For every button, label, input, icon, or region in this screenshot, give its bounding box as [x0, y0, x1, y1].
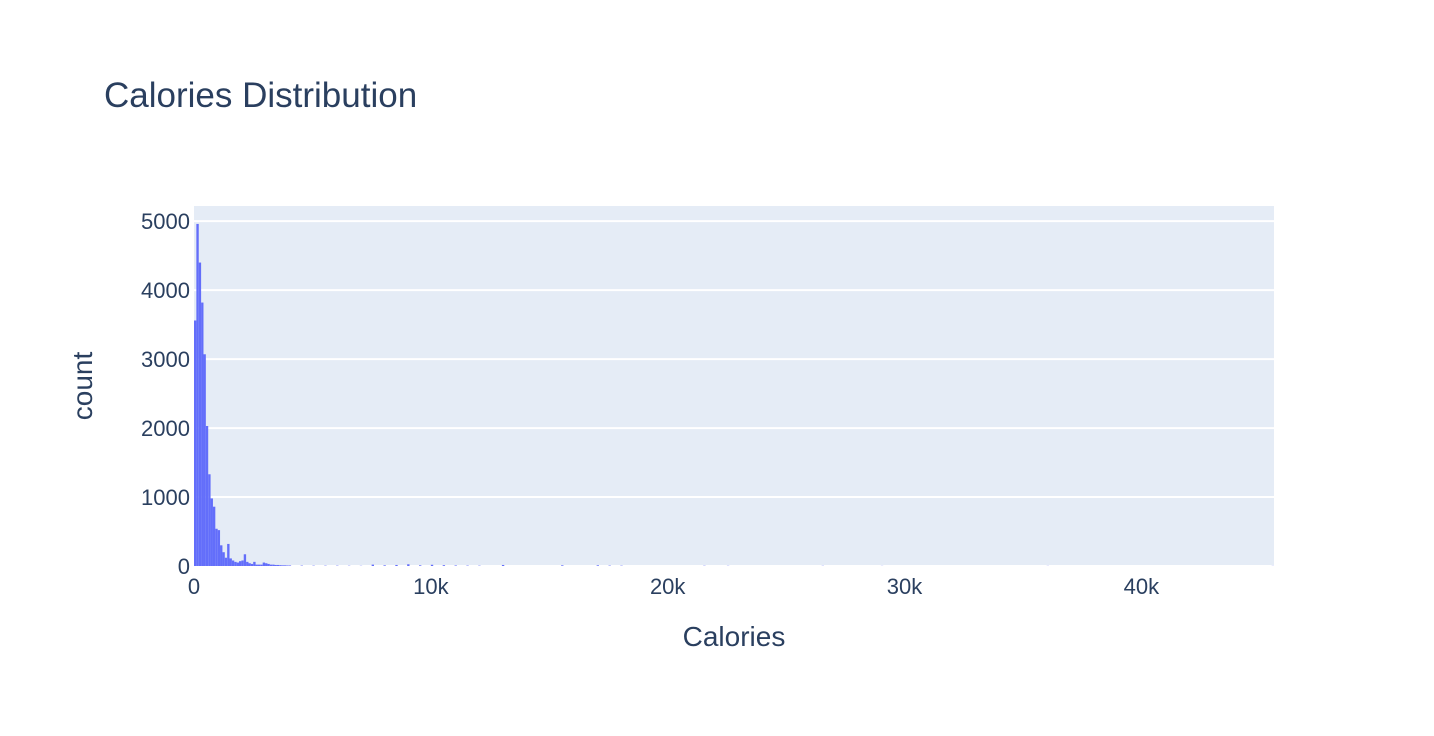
histogram-bar [596, 565, 599, 566]
histogram-bar [222, 552, 225, 566]
histogram-bar [208, 474, 211, 566]
x-tick-label: 30k [887, 574, 923, 599]
histogram-bar [284, 565, 287, 566]
histogram-bar [234, 561, 237, 566]
y-axis-ticks: 0 1000 2000 3000 4000 5000 [141, 209, 190, 579]
histogram-bar [288, 565, 292, 566]
histogram-bar [241, 560, 244, 566]
histogram-bar [217, 530, 221, 566]
y-tick-label: 4000 [141, 278, 190, 303]
chart-title: Calories Distribution [104, 76, 417, 115]
histogram-bar [257, 564, 261, 566]
histogram-bar [203, 354, 206, 566]
histogram-bar [236, 562, 239, 566]
histogram-bar [212, 506, 216, 566]
histogram-bar [419, 565, 422, 566]
histogram-bar [224, 557, 228, 566]
histogram-bar [248, 563, 251, 566]
histogram-bar [454, 565, 457, 566]
histogram-bar [286, 565, 289, 566]
histogram-bar [274, 564, 277, 566]
y-tick-label: 0 [178, 554, 190, 579]
histogram-bar [201, 302, 204, 566]
histogram-bar [371, 564, 374, 566]
x-axis-ticks: 0 10k 20k 30k 40k [188, 574, 1160, 599]
histogram-bars [194, 223, 1274, 566]
y-tick-label: 3000 [141, 347, 190, 372]
histogram-bar [215, 528, 218, 566]
histogram-bar [243, 554, 247, 566]
histogram-bar [276, 564, 280, 566]
plot-background [194, 206, 1274, 566]
x-tick-label: 0 [188, 574, 200, 599]
x-axis-title: Calories [683, 621, 786, 652]
histogram-bar [194, 320, 197, 566]
histogram-bar [407, 564, 410, 566]
histogram-bar [210, 498, 213, 566]
histogram-bar [561, 565, 564, 566]
histogram-bar [196, 223, 199, 566]
histogram-bar [253, 561, 256, 566]
histogram-bar [272, 564, 275, 566]
histogram-bar [231, 560, 235, 566]
y-tick-label: 5000 [141, 209, 190, 234]
histogram-bar [260, 564, 263, 566]
histogram-bar [262, 562, 266, 566]
y-tick-label: 1000 [141, 485, 190, 510]
histogram-bar [198, 262, 202, 566]
histogram-bar [227, 543, 230, 566]
histogram-bar [281, 565, 284, 566]
x-tick-label: 20k [650, 574, 686, 599]
histogram-bar [239, 561, 242, 566]
histogram-bar [442, 565, 446, 566]
histogram-bar [220, 545, 223, 566]
histogram-bar [265, 563, 268, 566]
histogram-bar [501, 564, 505, 566]
histogram-bar [255, 564, 258, 566]
histogram-bar [269, 564, 273, 566]
histogram-bar [205, 426, 209, 566]
histogram-bar [267, 563, 270, 566]
x-tick-label: 40k [1124, 574, 1160, 599]
histogram-bar [430, 564, 434, 566]
histogram-bar [250, 563, 254, 566]
y-axis-title: count [67, 352, 98, 421]
histogram-bar [383, 565, 386, 566]
histogram-bar [279, 565, 282, 566]
histogram-bar [229, 558, 232, 566]
y-tick-label: 2000 [141, 416, 190, 441]
histogram-bar [246, 561, 249, 566]
x-tick-label: 10k [413, 574, 449, 599]
histogram-bar [395, 564, 398, 566]
